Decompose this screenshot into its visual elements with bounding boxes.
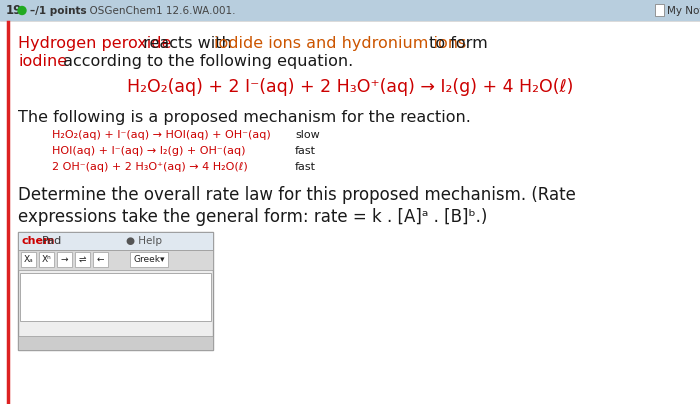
Circle shape xyxy=(18,6,26,15)
Text: HOI(aq) + I⁻(aq) → I₂(g) + OH⁻(aq): HOI(aq) + I⁻(aq) → I₂(g) + OH⁻(aq) xyxy=(52,146,246,156)
Text: fast: fast xyxy=(295,146,316,156)
Bar xyxy=(18,336,213,350)
Text: expressions take the general form: rate = k . [A]ᵃ . [B]ᵇ.): expressions take the general form: rate … xyxy=(18,208,487,226)
Bar xyxy=(18,232,213,250)
Text: Determine the overall rate law for this proposed mechanism. (Rate: Determine the overall rate law for this … xyxy=(18,186,576,204)
Text: 19.: 19. xyxy=(6,4,27,17)
Text: Pad: Pad xyxy=(42,236,62,246)
Text: 2 OH⁻(aq) + 2 H₃O⁺(aq) → 4 H₂O(ℓ): 2 OH⁻(aq) + 2 H₃O⁺(aq) → 4 H₂O(ℓ) xyxy=(52,162,248,172)
Bar xyxy=(21,252,36,267)
Text: The following is a proposed mechanism for the reaction.: The following is a proposed mechanism fo… xyxy=(18,110,471,125)
Text: →: → xyxy=(61,255,69,264)
Bar xyxy=(20,273,211,321)
Text: according to the following equation.: according to the following equation. xyxy=(58,54,354,69)
Text: chem: chem xyxy=(22,236,55,246)
Text: fast: fast xyxy=(295,162,316,172)
Bar xyxy=(655,4,664,16)
Bar xyxy=(39,252,54,267)
Text: Greek▾: Greek▾ xyxy=(134,255,165,264)
Text: Hydrogen peroxide: Hydrogen peroxide xyxy=(18,36,172,51)
Bar xyxy=(93,252,108,267)
Bar xyxy=(130,252,168,267)
Text: slow: slow xyxy=(295,130,320,140)
Bar xyxy=(75,252,90,267)
Text: Xⁿ: Xⁿ xyxy=(41,255,51,264)
Bar xyxy=(57,252,72,267)
Text: ⇌: ⇌ xyxy=(78,255,86,264)
Bar xyxy=(18,250,213,270)
Text: –/1 points: –/1 points xyxy=(30,6,87,15)
Text: H₂O₂(aq) + I⁻(aq) → HOI(aq) + OH⁻(aq): H₂O₂(aq) + I⁻(aq) → HOI(aq) + OH⁻(aq) xyxy=(52,130,271,140)
Bar xyxy=(18,232,213,350)
Text: ←: ← xyxy=(97,255,104,264)
Text: to form: to form xyxy=(424,36,488,51)
Text: OSGenChem1 12.6.WA.001.: OSGenChem1 12.6.WA.001. xyxy=(83,6,235,15)
Text: Xₐ: Xₐ xyxy=(24,255,34,264)
Bar xyxy=(0,0,700,21)
Text: reacts with: reacts with xyxy=(138,36,237,51)
Text: ● Help: ● Help xyxy=(126,236,162,246)
Text: iodide ions and hydronium ions: iodide ions and hydronium ions xyxy=(214,36,466,51)
Text: H₂O₂(aq) + 2 I⁻(aq) + 2 H₃O⁺(aq) → I₂(g) + 4 H₂O(ℓ): H₂O₂(aq) + 2 I⁻(aq) + 2 H₃O⁺(aq) → I₂(g)… xyxy=(127,78,573,96)
Text: iodine: iodine xyxy=(18,54,67,69)
Text: My Notes: My Notes xyxy=(667,6,700,15)
